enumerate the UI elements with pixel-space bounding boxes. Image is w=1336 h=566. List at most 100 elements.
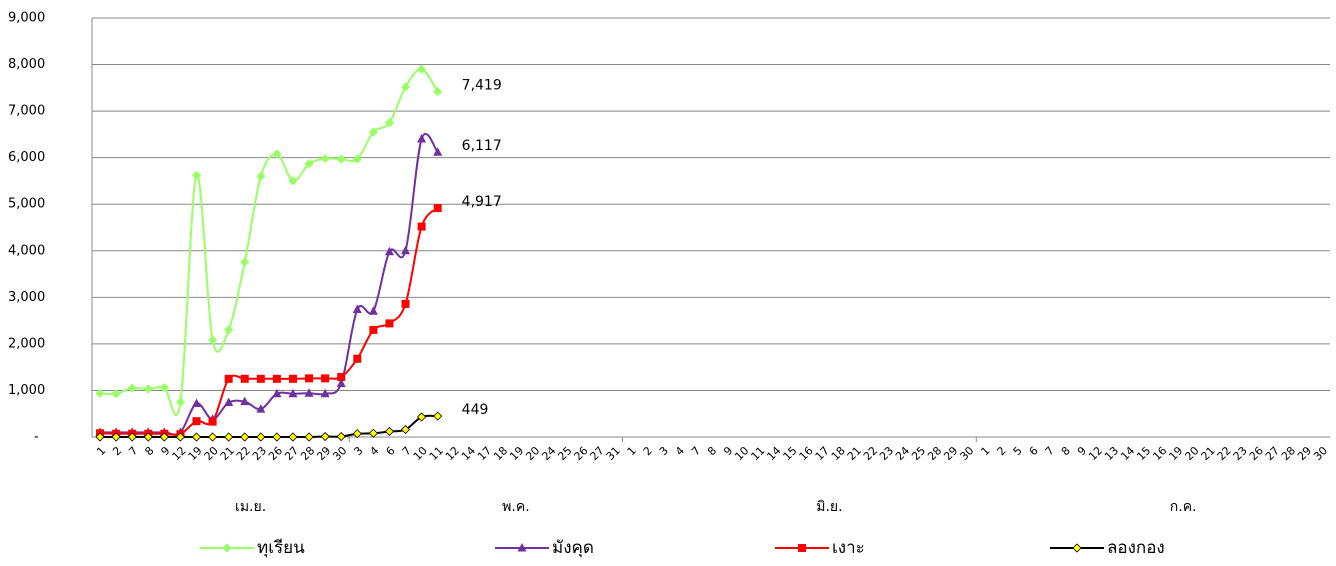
data-point (417, 64, 427, 74)
data-point (191, 170, 202, 180)
data-point (143, 432, 153, 442)
x-tick-label: 7 (1043, 444, 1057, 458)
data-point (352, 304, 362, 313)
data-label: 4,917 (462, 194, 502, 210)
x-tick-label: 4 (367, 444, 381, 458)
data-point (433, 147, 443, 156)
data-point (192, 398, 202, 407)
data-point (304, 388, 314, 397)
data-point (288, 432, 298, 442)
data-point (320, 431, 330, 442)
data-point (175, 397, 185, 407)
y-tick-label: 1,000 (8, 383, 45, 398)
data-point (304, 159, 314, 169)
data-point (384, 118, 395, 128)
x-group-label: ก.ค. (1170, 499, 1197, 515)
data-point (288, 374, 297, 383)
data-point (305, 374, 314, 383)
data-point (192, 417, 201, 426)
data-point (336, 154, 346, 164)
legend-label: ทุเรียน (257, 538, 305, 558)
data-point (304, 432, 314, 442)
data-point (224, 397, 234, 407)
data-point (417, 222, 426, 231)
data-point (224, 432, 234, 442)
data-point (95, 388, 105, 398)
data-point (433, 87, 443, 97)
data-point (417, 134, 427, 143)
y-tick-label: 6,000 (8, 150, 45, 165)
x-tick-label: 2 (110, 444, 124, 458)
y-tick-label: 7,000 (8, 104, 45, 119)
data-point (288, 176, 298, 186)
x-tick-label: 3 (351, 444, 365, 458)
legend-marker (1072, 543, 1082, 553)
legend-marker (222, 543, 232, 553)
legend-marker (517, 543, 527, 552)
y-tick-label: 4,000 (8, 243, 45, 258)
data-point (272, 388, 282, 398)
data-point (400, 424, 411, 435)
data-point (175, 432, 185, 442)
data-point (159, 383, 169, 393)
data-point (240, 374, 249, 383)
data-point (224, 325, 234, 335)
data-point (320, 154, 330, 164)
series-line (100, 414, 438, 439)
y-tick-label: 5,000 (8, 197, 45, 212)
data-point (256, 404, 266, 413)
data-point (256, 374, 265, 383)
data-point (385, 319, 394, 328)
data-point (272, 149, 282, 159)
y-tick-label: - (34, 430, 39, 445)
x-tick-label: 2 (641, 444, 655, 458)
data-point (127, 383, 137, 393)
data-point (336, 431, 346, 442)
series-line (100, 207, 439, 437)
x-tick-label: 1 (94, 444, 108, 458)
data-point (191, 432, 202, 442)
data-point (417, 412, 427, 422)
data-point (368, 306, 378, 315)
x-tick-label: 3 (657, 444, 671, 458)
data-point (127, 432, 137, 442)
x-tick-label: 30 (957, 444, 976, 463)
legend-label: ลองกอง (1107, 538, 1165, 558)
data-point (353, 354, 362, 363)
data-point (224, 374, 233, 383)
data-point (240, 257, 250, 267)
data-point (111, 432, 121, 442)
x-tick-label: 4 (673, 444, 687, 458)
x-tick-label: 31 (604, 444, 623, 463)
y-tick-label: 2,000 (8, 336, 45, 351)
data-point (384, 426, 395, 436)
data-label: 449 (462, 402, 489, 418)
x-tick-label: 2 (995, 444, 1009, 458)
data-point (400, 82, 411, 92)
data-point (369, 325, 378, 334)
data-point (256, 171, 266, 181)
legend-label: มังคุด (552, 538, 594, 558)
data-point (321, 374, 330, 383)
x-tick-label: 7 (126, 444, 140, 458)
data-point (433, 204, 442, 213)
data-point (240, 396, 250, 406)
x-tick-label: 1 (978, 444, 992, 458)
x-tick-label: 8 (1059, 444, 1073, 458)
data-point (208, 335, 218, 345)
data-point (368, 428, 378, 438)
y-tick-label: 3,000 (8, 290, 45, 305)
data-point (208, 432, 218, 442)
data-point (337, 372, 346, 381)
x-tick-label: 8 (705, 444, 719, 458)
data-point (320, 388, 330, 398)
data-point (401, 299, 410, 308)
x-group-label: พ.ค. (502, 499, 530, 515)
legend-marker (798, 544, 806, 552)
x-group-label: มิ.ย. (816, 499, 842, 515)
data-point (272, 374, 281, 383)
y-tick-label: 9,000 (8, 11, 45, 26)
data-point (159, 432, 169, 442)
data-label: 6,117 (462, 138, 502, 154)
